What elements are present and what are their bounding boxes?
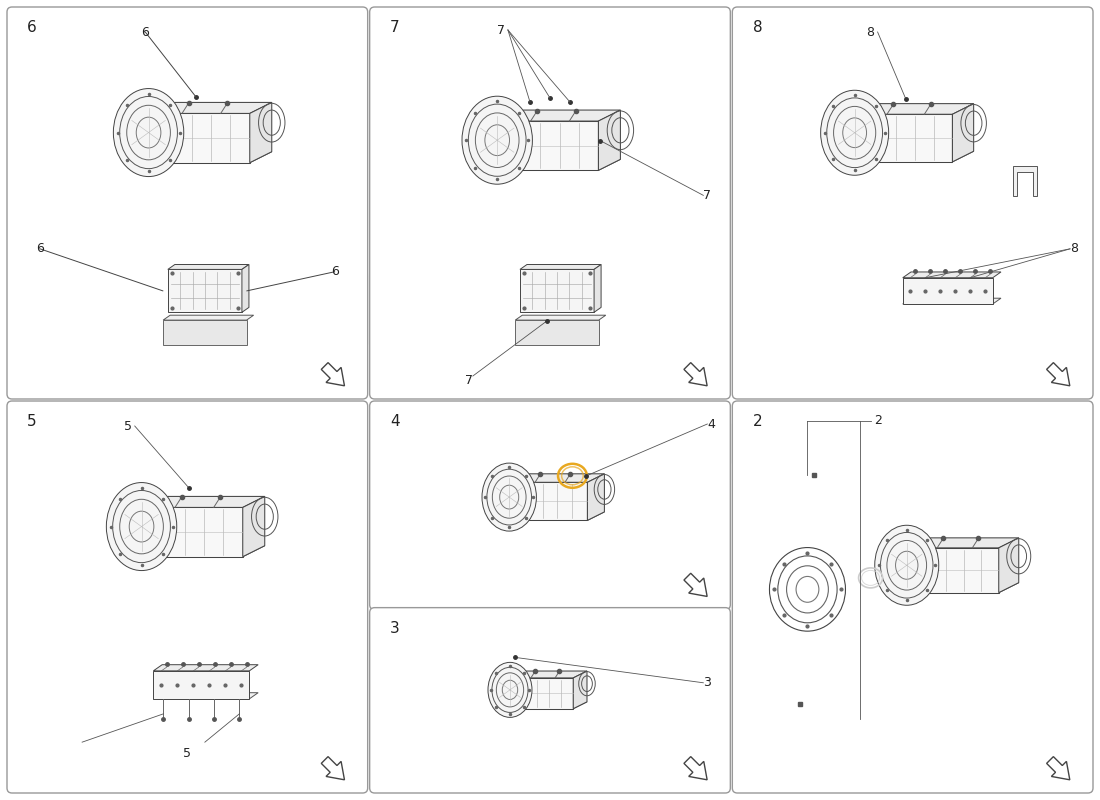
Text: 6: 6 xyxy=(36,242,44,255)
Text: 7: 7 xyxy=(703,189,712,202)
Text: 7: 7 xyxy=(465,374,473,387)
Ellipse shape xyxy=(874,526,938,606)
Polygon shape xyxy=(859,151,974,162)
Text: 5: 5 xyxy=(184,747,191,760)
Text: 4: 4 xyxy=(389,414,399,430)
Polygon shape xyxy=(146,546,265,557)
Text: since 1995: since 1995 xyxy=(524,456,653,480)
FancyBboxPatch shape xyxy=(7,401,367,793)
Polygon shape xyxy=(1046,757,1070,780)
Polygon shape xyxy=(153,152,272,162)
Polygon shape xyxy=(999,538,1019,593)
Text: 8: 8 xyxy=(752,21,762,35)
FancyBboxPatch shape xyxy=(733,401,1093,793)
Polygon shape xyxy=(163,320,246,346)
Text: 3: 3 xyxy=(703,676,712,690)
Text: 6: 6 xyxy=(28,21,37,35)
Polygon shape xyxy=(153,693,258,699)
Polygon shape xyxy=(242,265,249,312)
Polygon shape xyxy=(520,265,601,270)
Polygon shape xyxy=(515,320,598,346)
Polygon shape xyxy=(153,114,250,162)
Polygon shape xyxy=(513,512,604,520)
Polygon shape xyxy=(903,278,992,304)
Text: 2: 2 xyxy=(752,414,762,430)
Polygon shape xyxy=(903,272,1001,278)
Polygon shape xyxy=(502,159,620,170)
Polygon shape xyxy=(684,757,707,780)
Text: 3: 3 xyxy=(389,621,399,636)
Polygon shape xyxy=(163,315,254,320)
Polygon shape xyxy=(321,757,344,780)
Text: 5: 5 xyxy=(28,414,36,430)
Polygon shape xyxy=(515,315,606,320)
FancyBboxPatch shape xyxy=(370,608,730,793)
Polygon shape xyxy=(594,265,601,312)
Polygon shape xyxy=(146,497,265,507)
Polygon shape xyxy=(513,671,587,678)
Polygon shape xyxy=(153,665,258,671)
Polygon shape xyxy=(573,671,587,709)
Polygon shape xyxy=(953,104,974,162)
Polygon shape xyxy=(587,474,604,520)
Text: 7: 7 xyxy=(389,21,399,35)
Polygon shape xyxy=(243,497,265,557)
Polygon shape xyxy=(598,110,620,170)
Polygon shape xyxy=(146,507,243,557)
Polygon shape xyxy=(513,702,587,709)
Polygon shape xyxy=(911,548,999,593)
Polygon shape xyxy=(502,121,598,170)
Polygon shape xyxy=(520,270,594,312)
Polygon shape xyxy=(911,582,1019,593)
Text: 6: 6 xyxy=(331,266,339,278)
Text: 6: 6 xyxy=(141,26,150,38)
Text: 2: 2 xyxy=(873,414,881,427)
Ellipse shape xyxy=(488,662,532,718)
FancyBboxPatch shape xyxy=(733,7,1093,399)
FancyBboxPatch shape xyxy=(7,7,367,399)
Text: GFparts: GFparts xyxy=(175,134,969,666)
Polygon shape xyxy=(153,102,272,114)
FancyBboxPatch shape xyxy=(370,7,730,399)
Ellipse shape xyxy=(821,90,889,175)
Polygon shape xyxy=(859,104,974,114)
Ellipse shape xyxy=(462,96,532,184)
Text: 5: 5 xyxy=(123,419,132,433)
Ellipse shape xyxy=(107,482,177,570)
Polygon shape xyxy=(1046,362,1070,386)
Text: 4: 4 xyxy=(707,418,715,430)
Polygon shape xyxy=(168,265,249,270)
Polygon shape xyxy=(859,114,953,162)
Text: a passion: a passion xyxy=(522,434,654,462)
Text: 7: 7 xyxy=(497,23,505,37)
Ellipse shape xyxy=(482,463,537,531)
Polygon shape xyxy=(168,270,242,312)
Polygon shape xyxy=(513,474,604,482)
Polygon shape xyxy=(250,102,272,162)
Polygon shape xyxy=(684,574,707,597)
Ellipse shape xyxy=(113,89,184,177)
Polygon shape xyxy=(903,298,1001,304)
Text: 8: 8 xyxy=(1070,242,1078,255)
FancyBboxPatch shape xyxy=(370,401,730,610)
Polygon shape xyxy=(153,671,250,699)
Polygon shape xyxy=(684,362,707,386)
Polygon shape xyxy=(513,482,587,520)
Polygon shape xyxy=(911,538,1019,548)
Polygon shape xyxy=(1013,166,1037,196)
Text: 8: 8 xyxy=(867,26,875,38)
Polygon shape xyxy=(502,110,620,121)
Polygon shape xyxy=(513,678,573,709)
Polygon shape xyxy=(321,362,344,386)
